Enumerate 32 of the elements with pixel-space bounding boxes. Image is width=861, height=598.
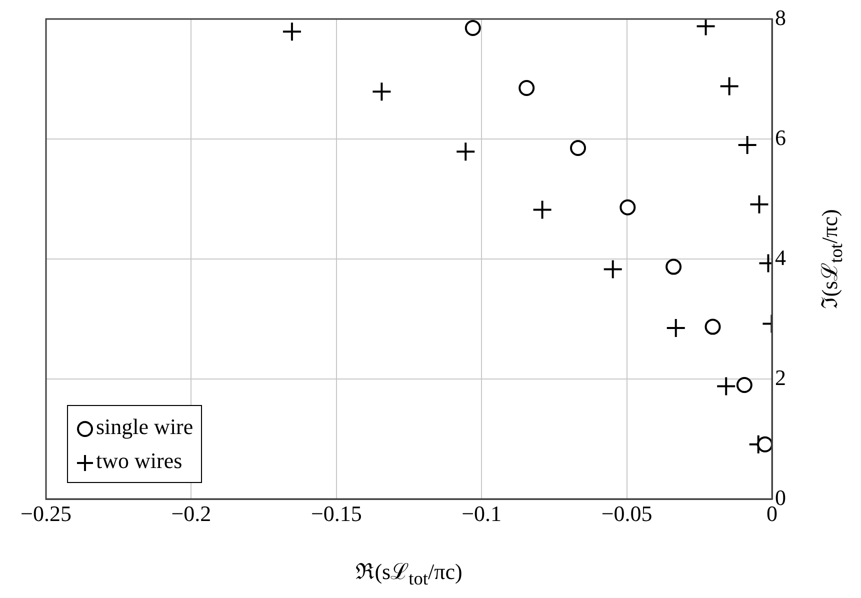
y-tick-label: 0 <box>775 484 786 510</box>
point <box>282 22 302 42</box>
point <box>570 140 586 156</box>
point <box>464 20 481 36</box>
point <box>456 142 476 162</box>
point <box>704 318 721 335</box>
point <box>532 200 552 220</box>
point <box>372 82 392 102</box>
point <box>749 194 770 214</box>
x-axis-title: ℜ(sℒ$_{tot}$/πc) <box>354 558 464 590</box>
x-tick-label: −0.05 <box>601 500 652 526</box>
point <box>666 258 682 275</box>
point <box>716 376 736 396</box>
y-tick-label: 2 <box>775 364 786 390</box>
x-tick-label: −0.2 <box>171 500 212 526</box>
point <box>666 318 686 338</box>
y-tick-label: 4 <box>775 244 786 270</box>
x-tick-label: −0.25 <box>20 500 72 526</box>
point <box>757 436 772 452</box>
point <box>602 259 623 280</box>
legend-label: single wire <box>96 414 194 439</box>
y-tick-label: 6 <box>775 124 786 150</box>
point <box>696 19 716 36</box>
point <box>737 135 758 155</box>
point <box>518 80 535 96</box>
y-tick-label: 8 <box>775 4 786 30</box>
point <box>719 76 740 96</box>
point <box>736 377 752 393</box>
point <box>620 199 636 216</box>
legend-label: two wires <box>96 448 182 473</box>
x-tick-label: −0.1 <box>462 500 502 526</box>
x-tick-label: −0.15 <box>310 500 362 526</box>
